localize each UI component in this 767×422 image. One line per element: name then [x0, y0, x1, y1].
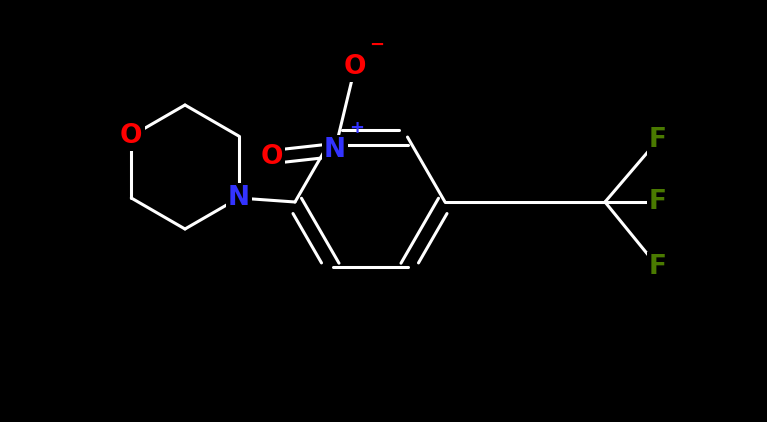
Text: +: +	[350, 119, 364, 137]
Text: O: O	[344, 54, 367, 80]
Text: N: N	[324, 137, 346, 163]
Text: F: F	[649, 127, 667, 153]
Text: F: F	[649, 189, 667, 215]
Text: N: N	[228, 185, 250, 211]
Text: F: F	[649, 254, 667, 280]
Text: O: O	[261, 144, 283, 170]
Text: −: −	[370, 36, 384, 54]
Text: O: O	[120, 123, 143, 149]
